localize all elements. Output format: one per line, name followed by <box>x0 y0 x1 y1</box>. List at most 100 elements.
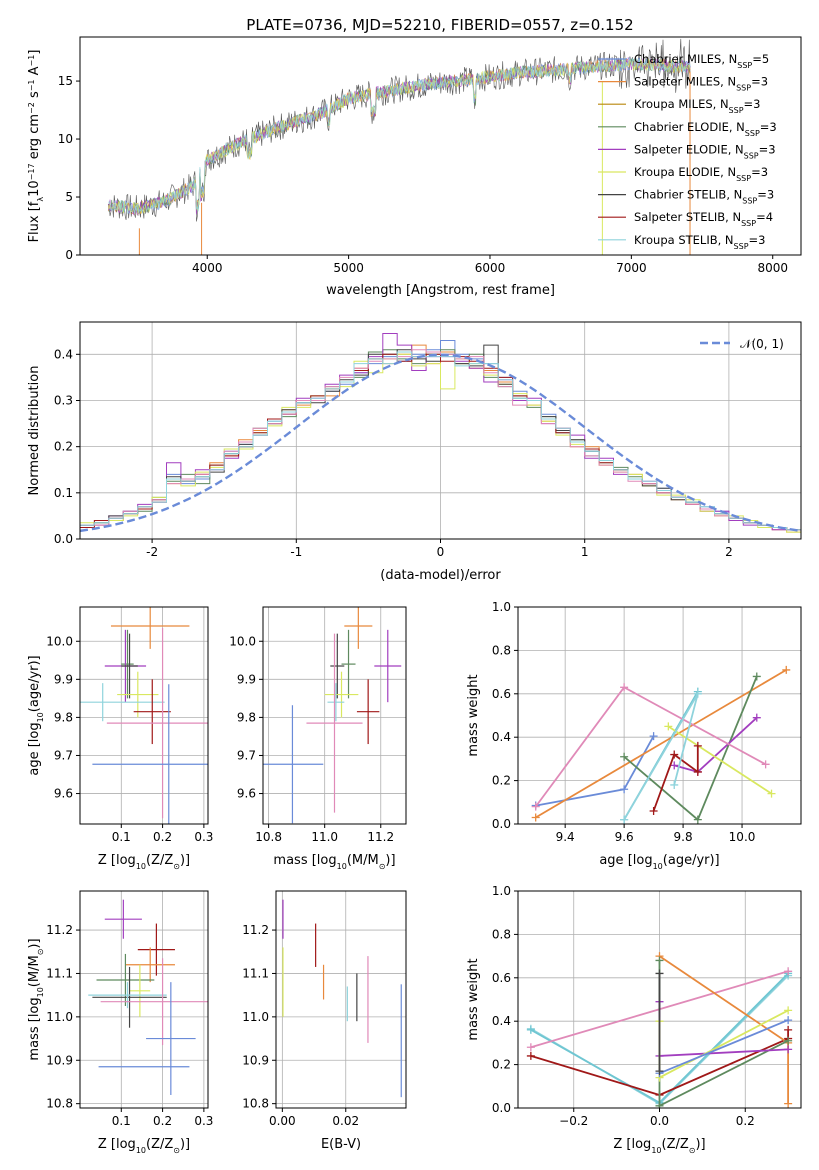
residuals-frame <box>79 321 802 540</box>
spectrum-frame <box>79 36 802 256</box>
z-xlabel: Z [log10(Z/Z⊙)] <box>613 1137 705 1155</box>
legend-entry: Chabrier ELODIE, NSSP=3 <box>634 120 777 138</box>
z-mass-ytick-label: 11.2 <box>46 923 73 937</box>
age-label: age [log10(age/yr)] <box>27 655 45 775</box>
z-xlabel: Z [log10(Z/Z⊙)] <box>98 853 190 871</box>
legend-entry: Kroupa MILES, NSSP=3 <box>634 97 760 115</box>
age-weight-marker <box>761 760 770 769</box>
z-weight-ytick-label: 0.2 <box>492 1058 511 1072</box>
z-age-ytick-label: 9.6 <box>54 787 73 801</box>
z-age-xtick-label: 0.1 <box>112 830 131 844</box>
z-weight-marker <box>526 1025 535 1034</box>
mass-age-xtick-label: 11.2 <box>367 830 394 844</box>
age-weight-series <box>531 665 791 824</box>
z-age-ytick-label: 9.9 <box>54 672 73 686</box>
legend-entry: Salpeter STELIB, NSSP=4 <box>634 210 773 228</box>
z-weight-marker <box>655 969 664 978</box>
z-mass-panel: 0.1 0.2 0.3 10.8 10.9 11.0 11.1 11.2 Z [log10(Z/… <box>27 890 213 1155</box>
z-weight-marker <box>655 1067 664 1076</box>
age-weight-marker <box>767 789 776 798</box>
z-weight-marker <box>784 1006 793 1015</box>
age-weight-ytick-label: 0.6 <box>492 687 511 701</box>
age-weight-panel: 9.4 9.6 9.8 10.0 0.0 0.2 0.4 0.6 0.8 1.0 mass weig… <box>466 600 802 871</box>
spectrum-xtick-label: 4000 <box>192 261 223 275</box>
age-weight-marker <box>620 785 629 794</box>
residuals-ytick-label: 0.1 <box>54 486 73 500</box>
residuals-xlabel: (data-model)/error <box>380 568 501 583</box>
mass-age-ytick-label: 10.0 <box>229 634 256 648</box>
age-weight-marker <box>752 713 761 722</box>
z-weight-marker <box>784 1025 793 1034</box>
age-weight-marker <box>620 752 629 761</box>
normal-curve <box>80 353 801 533</box>
z-weight-ytick-label: 0.6 <box>492 971 511 985</box>
age-weight-line <box>667 725 772 795</box>
age-weight-marker <box>620 815 629 824</box>
spectrum-ylabel: Flux [fλ10−17 erg cm−2 s−1 A−1] <box>27 50 45 243</box>
z-weight-ytick-label: 1.0 <box>492 884 511 898</box>
z-weight-line <box>659 1019 789 1075</box>
z-weight-ylabel: mass weight <box>466 958 481 1040</box>
spectrum-ytick-label: 0 <box>65 248 73 262</box>
age-weight-line <box>652 745 699 812</box>
spectrum-panel: 4000 5000 6000 7000 8000 0 5 10 15 wavelength [An… <box>27 36 802 298</box>
spectrum-xlabel: wavelength [Angstrom, rest frame] <box>326 283 555 298</box>
z-age-ytick-label: 9.7 <box>54 748 73 762</box>
age-weight-line <box>535 669 787 819</box>
z-weight-xtick-label: −0.2 <box>559 1114 588 1128</box>
z-weight-frame <box>517 890 802 1109</box>
spectrum-xtick-label: 6000 <box>475 261 506 275</box>
z-mass-ytick-label: 10.8 <box>46 1097 73 1111</box>
ebv-mass-ytick-label: 11.1 <box>242 966 269 980</box>
age-weight-ytick-label: 0.0 <box>492 817 511 831</box>
age-weight-ytick-label: 1.0 <box>492 600 511 614</box>
age-weight-marker <box>649 806 658 815</box>
z-weight-marker <box>784 967 793 976</box>
residuals-panel: -2 -1 0 1 2 0.0 0.1 0.2 0.3 0.4 𝒩(0, 1) (data-model… <box>27 321 802 583</box>
age-weight-marker <box>782 665 791 674</box>
z-age-ytick-label: 9.8 <box>54 710 73 724</box>
ebv-mass-xtick-label: 0.02 <box>332 1114 359 1128</box>
z-weight-marker <box>784 1036 793 1045</box>
legend-entry: Salpeter MILES, NSSP=3 <box>634 75 768 93</box>
z-weight-marker <box>655 1101 664 1108</box>
residuals-xtick-label: -2 <box>146 545 158 559</box>
age-weight-marker <box>670 761 679 770</box>
mass-xlabel: mass [log10(M/M⊙)] <box>273 853 395 871</box>
mass-ylabel: mass [log10(M/M⊙)] <box>27 938 45 1060</box>
age-weight-marker <box>693 741 702 750</box>
legend-entry: Salpeter ELODIE, NSSP=3 <box>634 142 776 160</box>
z-weight-ytick-label: 0.8 <box>492 927 511 941</box>
age-weight-marker <box>664 722 673 731</box>
age-weight-ytick-label: 0.2 <box>492 774 511 788</box>
z-weight-marker <box>526 1051 535 1060</box>
mass-age-ytick-label: 9.9 <box>237 672 256 686</box>
z-weight-marker <box>526 1043 535 1052</box>
z-mass-frame <box>79 890 209 1109</box>
age-weight-marker <box>620 683 629 692</box>
z-mass-ytick-label: 10.9 <box>46 1053 73 1067</box>
age-weight-xtick-label: 10.0 <box>729 830 756 844</box>
age-weight-marker <box>693 815 702 824</box>
mass-age-xtick-label: 10.8 <box>255 830 282 844</box>
age-weight-ylabel: mass weight <box>466 674 481 756</box>
age-weight-line <box>535 735 655 807</box>
age-weight-marker <box>531 813 540 822</box>
age-weight-xtick-label: 9.8 <box>674 830 693 844</box>
age-weight-ytick-label: 0.4 <box>492 730 511 744</box>
mass-age-ytick-label: 9.6 <box>237 787 256 801</box>
z-weight-marker <box>655 956 664 965</box>
z-mass-ytick-label: 11.0 <box>46 1010 73 1024</box>
z-weight-marker <box>784 1045 793 1054</box>
spectrum-lines <box>107 38 691 255</box>
ebv-mass-ytick-label: 10.8 <box>242 1097 269 1111</box>
spectrum-ytick-label: 10 <box>58 132 73 146</box>
age-weight-marker <box>752 672 761 681</box>
z-weight-xtick-label: 0.2 <box>736 1114 755 1128</box>
z-weight-ytick-label: 0.0 <box>492 1101 511 1115</box>
histograms <box>80 333 801 539</box>
z-weight-line <box>530 1029 789 1096</box>
age-weight-line <box>534 686 767 808</box>
age-weight-marker <box>670 750 679 759</box>
age-weight-marker <box>649 732 658 741</box>
